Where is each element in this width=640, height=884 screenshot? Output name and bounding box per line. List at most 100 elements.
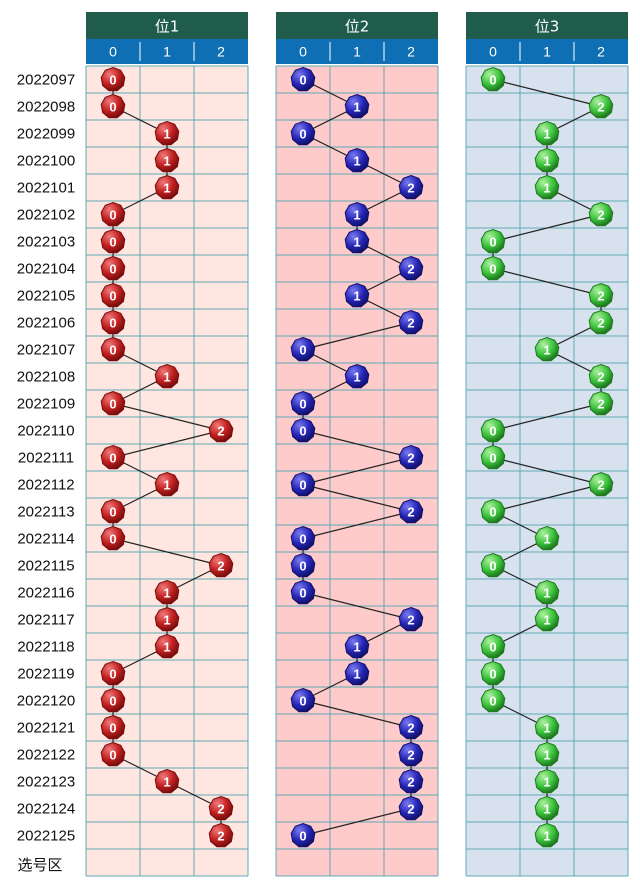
svg-text:1: 1 [543, 532, 550, 547]
svg-text:0: 0 [109, 397, 116, 412]
draw-ball: 0 [100, 687, 126, 713]
draw-ball: 2 [588, 390, 614, 416]
svg-text:2: 2 [597, 100, 604, 115]
panel-title-bar [276, 12, 438, 39]
draw-ball: 0 [290, 390, 316, 416]
draw-ball: 2 [588, 363, 614, 389]
svg-text:2: 2 [407, 748, 414, 763]
digit-header: 1 [543, 44, 551, 60]
draw-ball: 0 [100, 93, 126, 119]
draw-ball: 0 [480, 255, 506, 281]
draw-ball: 1 [154, 471, 180, 497]
svg-text:0: 0 [109, 451, 116, 466]
svg-text:1: 1 [543, 181, 550, 196]
svg-text:1: 1 [353, 208, 360, 223]
svg-text:2: 2 [597, 208, 604, 223]
draw-ball: 1 [344, 228, 370, 254]
draw-ball: 0 [480, 660, 506, 686]
period-labels: 2022097 2022098 2022099 2022100 2022101 20221… [17, 72, 75, 845]
draw-ball: 0 [100, 660, 126, 686]
digit-header-bar [276, 39, 438, 64]
draw-ball: 0 [100, 714, 126, 740]
draw-ball: 2 [208, 822, 234, 848]
period-label: 2022113 [17, 504, 74, 521]
svg-text:2: 2 [217, 424, 224, 439]
draw-ball: 2 [398, 309, 424, 335]
svg-text:1: 1 [353, 370, 360, 385]
svg-text:0: 0 [299, 532, 306, 547]
svg-text:2: 2 [407, 181, 414, 196]
draw-ball: 1 [344, 147, 370, 173]
draw-ball: 0 [480, 552, 506, 578]
period-label: 2022103 [17, 234, 75, 251]
panel-position-3: 位3 0 1 2 0 2 1 1 1 2 0 0 2 2 1 2 2 0 0 2 0 1 0 1 1 0 0 0 1 1 1 1 1 [465, 12, 629, 877]
draw-ball: 2 [208, 417, 234, 443]
svg-text:1: 1 [163, 181, 170, 196]
svg-text:0: 0 [489, 694, 496, 709]
draw-ball: 0 [290, 822, 316, 848]
svg-text:0: 0 [299, 586, 306, 601]
period-label: 2022107 [17, 342, 75, 359]
draw-ball: 2 [588, 93, 614, 119]
svg-text:1: 1 [163, 478, 170, 493]
period-label: 2022099 [17, 126, 75, 143]
draw-ball: 0 [290, 579, 316, 605]
panel-title-bar [86, 12, 248, 39]
period-label: 2022116 [17, 585, 74, 602]
period-label: 2022106 [17, 315, 75, 332]
svg-text:1: 1 [543, 343, 550, 358]
period-label: 2022123 [17, 774, 75, 791]
period-label: 2022108 [17, 369, 75, 386]
draw-ball: 1 [534, 795, 560, 821]
svg-text:2: 2 [407, 775, 414, 790]
svg-text:0: 0 [109, 667, 116, 682]
draw-ball: 0 [290, 66, 316, 92]
draw-ball: 0 [100, 282, 126, 308]
period-label: 2022117 [17, 612, 74, 629]
svg-text:0: 0 [109, 343, 116, 358]
draw-ball: 1 [154, 579, 180, 605]
draw-ball: 0 [480, 687, 506, 713]
svg-text:1: 1 [353, 235, 360, 250]
svg-text:0: 0 [109, 532, 116, 547]
svg-text:1: 1 [543, 613, 550, 628]
svg-text:0: 0 [109, 73, 116, 88]
svg-text:1: 1 [543, 748, 550, 763]
svg-text:2: 2 [597, 316, 604, 331]
period-label: 2022098 [17, 99, 75, 116]
draw-ball: 1 [154, 363, 180, 389]
svg-text:0: 0 [299, 343, 306, 358]
draw-ball: 1 [534, 714, 560, 740]
period-label: 2022112 [17, 477, 74, 494]
draw-ball: 0 [100, 444, 126, 470]
draw-ball: 1 [154, 147, 180, 173]
svg-text:2: 2 [407, 802, 414, 817]
draw-ball: 2 [398, 714, 424, 740]
draw-ball: 0 [290, 552, 316, 578]
draw-ball: 0 [480, 66, 506, 92]
draw-ball: 2 [398, 606, 424, 632]
digit-header: 2 [407, 44, 415, 60]
draw-ball: 1 [534, 606, 560, 632]
period-label: 2022114 [17, 531, 74, 548]
draw-ball: 2 [588, 282, 614, 308]
draw-ball: 1 [534, 525, 560, 551]
period-label: 2022115 [17, 558, 74, 575]
svg-text:0: 0 [489, 235, 496, 250]
draw-ball: 2 [208, 795, 234, 821]
svg-text:0: 0 [109, 100, 116, 115]
period-label: 2022118 [17, 639, 74, 656]
panel-title: 位2 [345, 18, 370, 36]
period-label: 2022121 [17, 720, 75, 737]
footer-label: 选号区 [17, 856, 62, 874]
draw-ball: 0 [290, 120, 316, 146]
svg-text:1: 1 [353, 640, 360, 655]
period-label: 2022101 [17, 180, 75, 197]
draw-ball: 2 [208, 552, 234, 578]
draw-ball: 1 [344, 660, 370, 686]
svg-text:0: 0 [109, 262, 116, 277]
draw-ball: 1 [534, 768, 560, 794]
period-label: 2022109 [17, 396, 75, 413]
svg-text:0: 0 [299, 829, 306, 844]
svg-text:0: 0 [299, 559, 306, 574]
